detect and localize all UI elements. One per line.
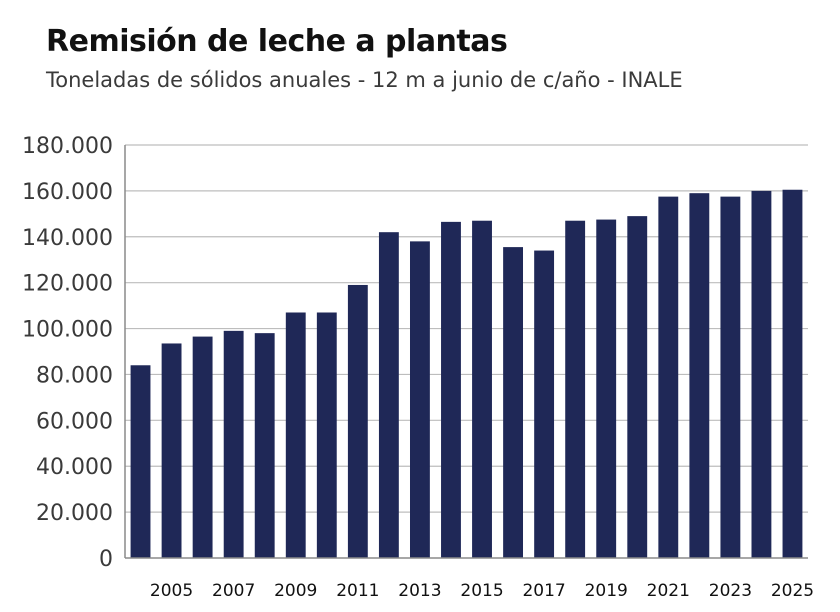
y-tick-label: 40.000 (36, 455, 113, 480)
y-tick-label: 20.000 (36, 501, 113, 526)
bar (409, 241, 430, 558)
bar (316, 312, 337, 558)
x-tick-label: 2015 (460, 581, 503, 601)
x-tick-label: 2021 (647, 581, 690, 601)
y-tick-label: 160.000 (22, 180, 113, 205)
bar (441, 221, 461, 558)
bar (658, 196, 679, 558)
bar (161, 343, 182, 558)
x-tick-label: 2013 (398, 581, 441, 601)
y-tick-label: 100.000 (22, 318, 113, 343)
bar (720, 196, 741, 558)
x-tick-label: 2017 (522, 581, 565, 601)
y-tick-label: 60.000 (36, 409, 113, 434)
bar (285, 312, 306, 558)
bar (347, 284, 368, 558)
x-tick-label: 2005 (150, 581, 193, 601)
y-tick-label: 120.000 (22, 272, 113, 297)
y-axis-tick-labels: 0 20.000 40.000 60.000 80.000 100.000 120.000 1… (22, 134, 113, 572)
bar (503, 247, 524, 558)
x-tick-label: 2009 (274, 581, 317, 601)
x-tick-label: 2007 (212, 581, 255, 601)
bar (565, 220, 586, 558)
bar (130, 365, 151, 558)
bar (472, 220, 492, 558)
bar (534, 250, 555, 559)
y-tick-label: 80.000 (36, 363, 113, 388)
bar (378, 232, 399, 558)
x-axis-tick-labels: 2005 2007 2009 2011 2013 2015 2017 2019 2021 2023… (150, 581, 814, 601)
chart-subtitle: Toneladas de sólidos anuales - 12 m a ju… (46, 68, 683, 92)
x-tick-label: 2019 (585, 581, 628, 601)
x-tick-label: 2025 (771, 581, 814, 601)
y-tick-label: 180.000 (22, 134, 113, 159)
bar (751, 190, 772, 558)
x-tick-label: 2011 (336, 581, 379, 601)
y-tick-label: 140.000 (22, 226, 113, 251)
y-tick-label: 0 (99, 547, 113, 572)
bar (782, 189, 803, 558)
bar (596, 219, 617, 558)
bar (254, 333, 275, 558)
x-tick-label: 2023 (709, 581, 752, 601)
bar (627, 216, 648, 558)
bars (130, 189, 803, 559)
bar (223, 330, 244, 558)
chart-title: Remisión de leche a plantas (46, 24, 508, 59)
bar (192, 336, 213, 558)
bar (689, 193, 710, 558)
axes (124, 145, 808, 559)
